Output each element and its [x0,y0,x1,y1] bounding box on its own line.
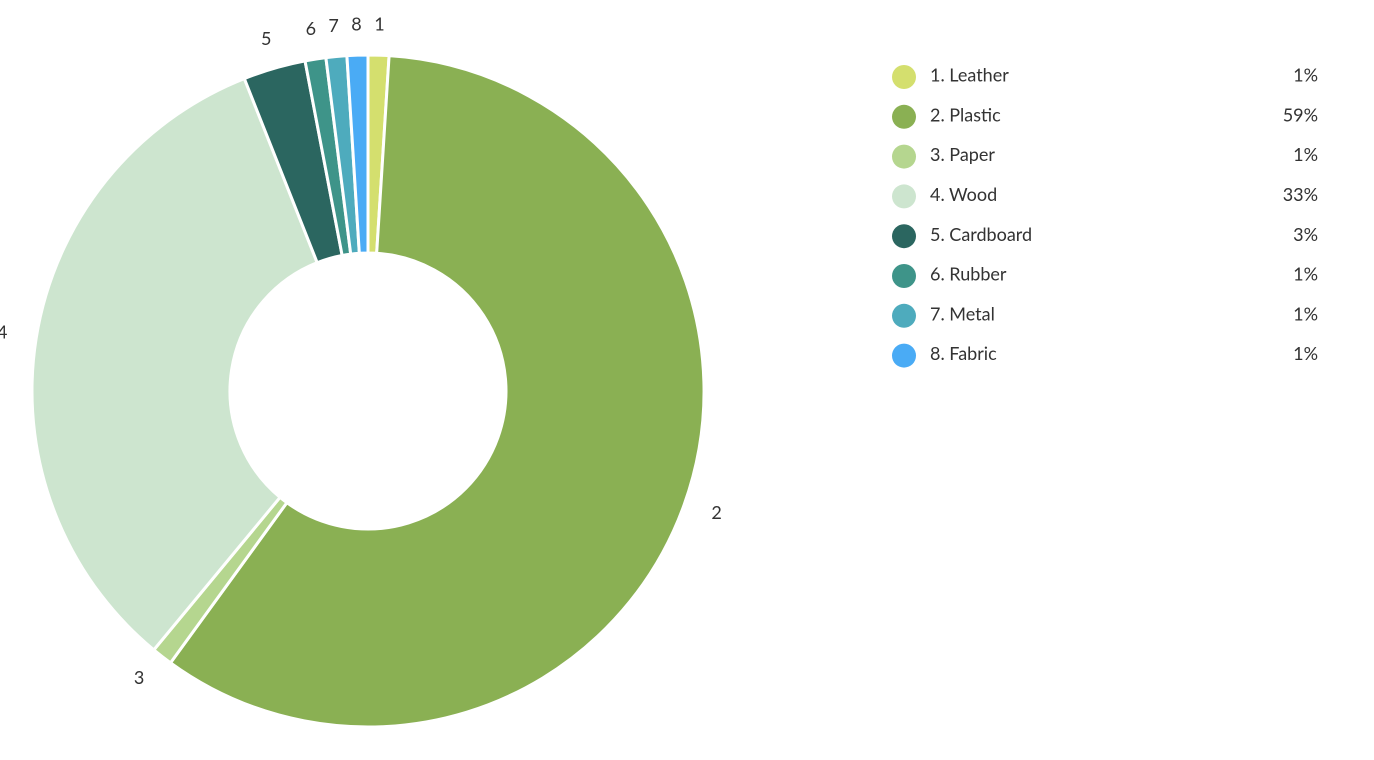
legend-swatch [892,303,916,328]
slice-label: 1 [374,13,384,35]
slice-label: 2 [711,501,721,523]
slice-label: 6 [306,17,316,39]
legend-value: 1% [1293,263,1318,285]
legend-swatch [892,264,916,288]
slice-label: 5 [261,27,271,49]
legend-label: 8. Fabric [930,342,997,364]
legend-label: 6. Rubber [930,263,1007,285]
slice-label: 7 [328,14,338,36]
legend-swatch [892,144,916,169]
slice-label: 8 [351,13,361,35]
legend-value: 1% [1293,64,1318,86]
slice [30,76,320,653]
legend-value: 1% [1293,143,1318,165]
legend-value: 1% [1293,342,1318,364]
legend-swatch [892,224,916,249]
legend-label: 5. Cardboard [930,223,1032,245]
legend-value: 33% [1283,183,1318,205]
legend-swatch [892,104,916,129]
slice-label: 3 [134,666,144,688]
legend-value: 1% [1293,302,1318,324]
slice [345,53,370,255]
legend-value: 59% [1283,103,1318,125]
legend-label: 1. Leather [930,64,1009,86]
legend-label: 2. Plastic [930,103,1001,125]
slice [168,54,706,729]
legend-label: 7. Metal [930,302,995,324]
legend-swatch [892,65,916,89]
legend-label: 4. Wood [930,183,997,205]
slice-label: 4 [0,320,7,342]
legend-value: 3% [1293,223,1318,245]
legend-swatch [892,184,916,209]
legend-swatch [892,343,916,368]
legend-label: 3. Paper [930,143,995,165]
